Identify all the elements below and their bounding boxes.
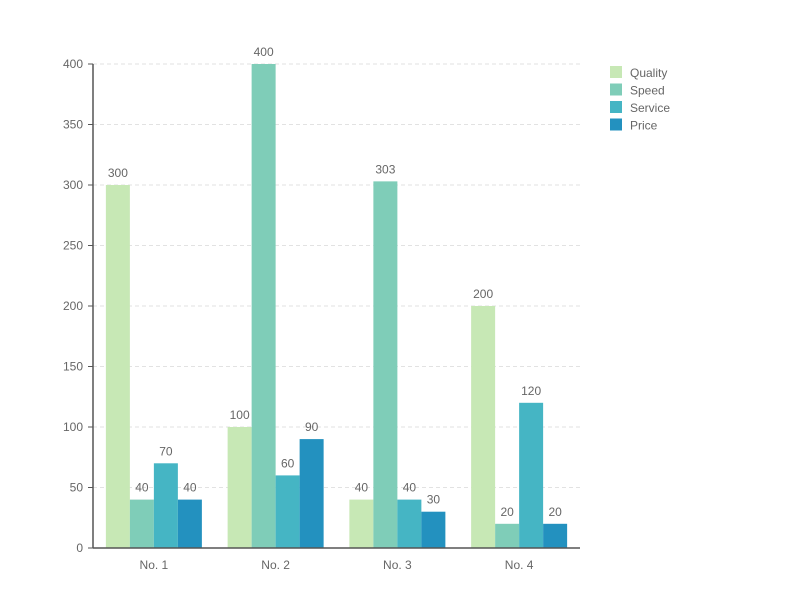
legend-swatch-speed [610,83,622,96]
bar-service [519,402,544,548]
data-label: 120 [521,384,541,398]
legend-swatch-service [610,101,622,113]
data-label: 70 [159,444,173,458]
legend-swatch-price [610,118,622,131]
legend-label: Service [630,101,670,115]
data-label: 303 [375,162,395,176]
bar-quality [227,427,252,548]
x-tick-label: No. 4 [505,558,534,572]
legend-label: Quality [630,66,667,80]
data-label: 30 [427,493,441,507]
data-label: 200 [473,287,493,301]
y-tick-label: 100 [63,420,83,434]
bar-price [177,499,202,548]
data-label: 40 [183,481,197,495]
y-tick-label: 250 [63,239,83,253]
legend-label: Speed [630,84,665,98]
y-tick-label: 150 [63,360,83,374]
data-label: 60 [281,456,295,470]
bar-price [421,511,446,548]
x-tick-label: No. 3 [383,558,412,572]
bar-speed [495,523,520,548]
bar-service [153,463,178,548]
y-tick-label: 300 [63,178,83,192]
data-label: 20 [548,505,562,519]
bar-quality [471,306,496,548]
bar-speed [373,181,398,548]
data-label: 90 [305,420,319,434]
y-tick-label: 200 [63,299,83,313]
bar-quality [349,499,374,548]
x-tick-label: No. 2 [261,558,290,572]
y-tick-label: 400 [63,57,83,71]
y-tick-label: 350 [63,118,83,132]
bar-speed [251,64,276,548]
y-tick-label: 50 [70,481,84,495]
data-label: 100 [230,408,250,422]
legend-label: Price [630,119,658,133]
x-tick-label: No. 1 [140,558,169,572]
bar-price [299,439,324,548]
data-label: 40 [355,481,369,495]
bar-price [543,523,568,548]
data-label: 40 [135,481,149,495]
legend-swatch-quality [610,66,622,78]
y-tick-label: 0 [76,541,83,555]
data-label: 300 [108,166,128,180]
bar-service [397,499,422,548]
bar-quality [105,185,130,548]
bar-service [275,475,300,548]
data-label: 20 [500,505,514,519]
bar-speed [129,499,154,548]
data-label: 400 [254,45,274,59]
data-label: 40 [403,481,417,495]
